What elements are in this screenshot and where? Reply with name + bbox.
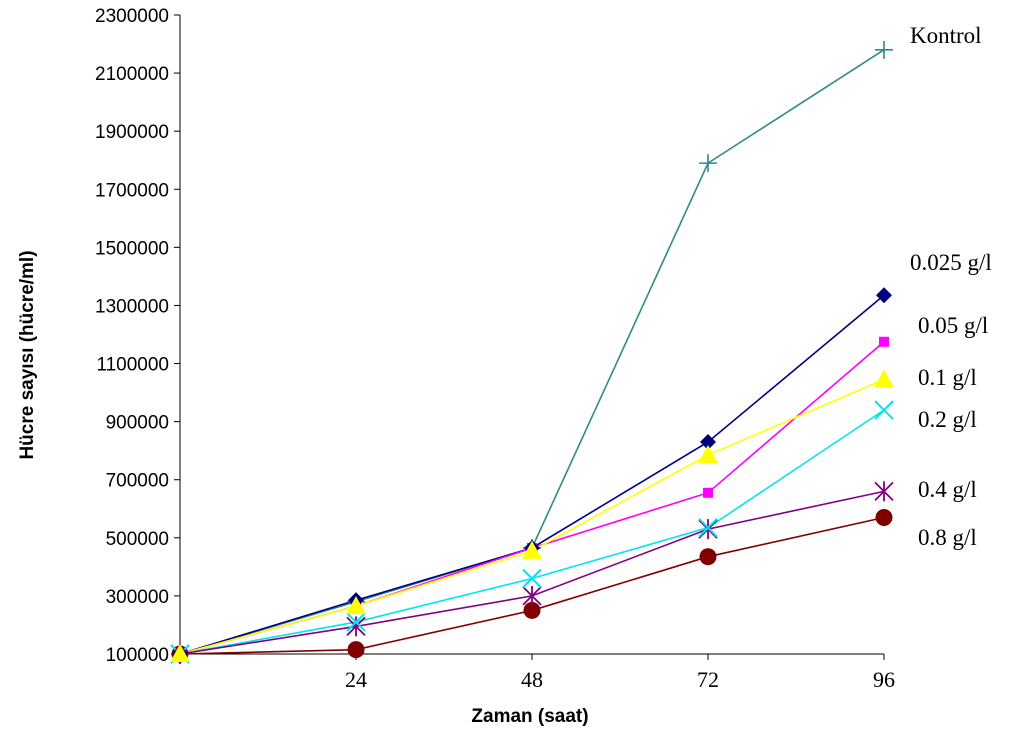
point-triangle — [874, 369, 894, 388]
point-asterisk — [522, 585, 542, 606]
point-triangle — [698, 445, 718, 464]
y-tick-label: 300000 — [106, 587, 169, 608]
y-tick-label: 700000 — [106, 471, 169, 492]
point-plus — [699, 154, 717, 173]
x-tick-label: 72 — [697, 667, 719, 692]
x-tick-labels: 24 48 72 96 — [345, 667, 895, 692]
series-label: 0.1 g/l — [918, 365, 977, 390]
point-asterisk — [346, 616, 366, 637]
point-diamond — [876, 287, 892, 304]
point-x — [522, 568, 542, 589]
series-label: 0.025 g/l — [910, 250, 992, 275]
y-tick-label: 2300000 — [95, 6, 169, 27]
axes — [174, 14, 885, 660]
point-triangle — [170, 644, 190, 662]
point-diamond — [700, 433, 716, 450]
series-markers — [170, 40, 894, 664]
series-line — [179, 49, 885, 655]
y-tick-label: 500000 — [106, 529, 169, 550]
y-tick-label: 900000 — [106, 413, 169, 434]
point-x — [346, 612, 366, 632]
series-label: 0.4 g/l — [918, 477, 977, 502]
point-triangle — [346, 596, 366, 615]
point-asterisk — [874, 481, 894, 502]
x-tick-label: 48 — [521, 667, 543, 692]
y-tick-label: 1500000 — [95, 238, 169, 259]
point-circle — [523, 601, 541, 619]
y-axis-label: Hücre sayısı (hücre/ml) — [17, 250, 38, 459]
point-circle — [347, 641, 365, 659]
series-line — [179, 516, 885, 655]
series-label: 0.8 g/l — [918, 525, 977, 550]
x-axis-label: Zaman (saat) — [471, 706, 588, 727]
series-line — [179, 490, 885, 655]
y-tick-labels: 100000 300000 500000 700000 900000 1100000 130… — [95, 6, 169, 666]
point-circle — [875, 508, 893, 526]
y-tick-label: 100000 — [106, 645, 169, 666]
x-tick-label: 24 — [345, 667, 367, 692]
point-asterisk — [698, 519, 718, 540]
y-tick-label: 1700000 — [95, 180, 169, 201]
point-square — [703, 487, 713, 498]
x-tick-label: 96 — [873, 667, 895, 692]
y-tick-label: 1300000 — [95, 296, 169, 317]
series-labels: Kontrol 0.025 g/l 0.05 g/l 0.1 g/l 0.2 g/l 0.… — [910, 23, 992, 550]
series-label: Kontrol — [910, 23, 982, 48]
series-label: 0.05 g/l — [918, 313, 988, 338]
point-circle — [699, 548, 717, 566]
point-plus — [875, 40, 893, 59]
point-x — [698, 517, 718, 538]
y-tick-label: 2100000 — [95, 64, 169, 85]
series-lines — [179, 49, 885, 655]
y-tick-label: 1900000 — [95, 122, 169, 143]
series-label: 0.2 g/l — [918, 407, 977, 432]
y-tick-label: 1100000 — [96, 355, 169, 376]
point-triangle — [522, 540, 542, 559]
point-x — [874, 400, 894, 420]
point-square — [879, 336, 889, 347]
